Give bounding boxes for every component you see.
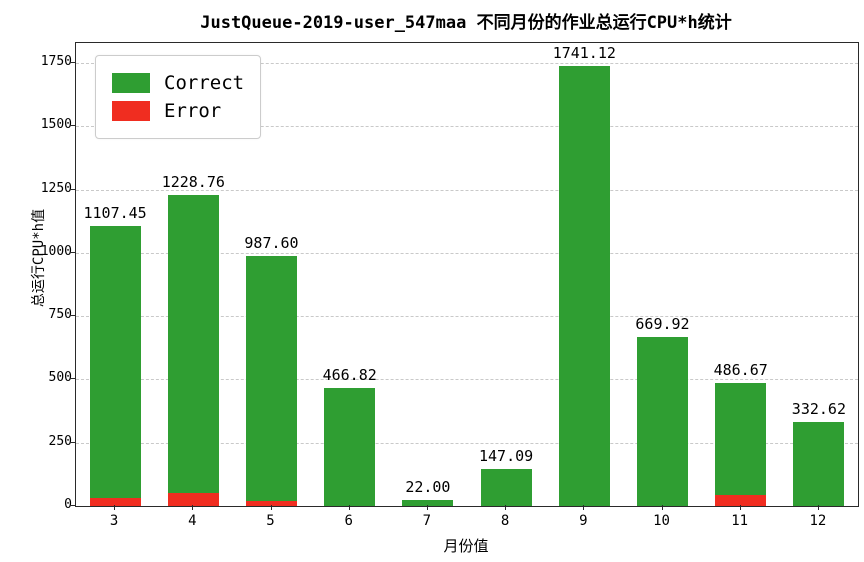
gridline: [76, 379, 858, 381]
error-swatch-icon: [112, 101, 150, 121]
x-tick-label: 7: [422, 513, 432, 529]
x-tick-label: 8: [500, 513, 510, 529]
bar-error-segment: [715, 494, 767, 506]
bar: [558, 65, 610, 506]
x-tick-label: 4: [188, 513, 197, 529]
bar-value-label: 22.00: [405, 478, 451, 497]
plot-area: 1107.45 1228.76 987.60 466.82 22.00 147.09 174…: [75, 42, 859, 507]
x-tick-mark: [348, 505, 350, 510]
x-tick-label: 6: [344, 513, 353, 529]
y-tick-mark: [70, 62, 75, 64]
bar: [324, 387, 376, 506]
bar-value-label: 466.82: [322, 365, 377, 384]
bar-value-label: 1741.12: [552, 43, 616, 62]
x-tick-mark: [192, 505, 194, 510]
bar-value-label: 332.62: [791, 399, 846, 418]
x-tick-label: 12: [809, 513, 827, 529]
bar-error-segment: [89, 498, 141, 506]
x-tick-mark: [661, 505, 663, 510]
bar: [715, 382, 767, 506]
y-tick-mark: [70, 251, 75, 253]
x-tick-mark: [426, 505, 428, 510]
y-tick-label: 500: [48, 370, 72, 386]
bar: [246, 256, 297, 506]
x-tick-mark: [505, 505, 507, 510]
gridline: [76, 126, 858, 128]
legend: Correct Error: [95, 55, 262, 139]
y-tick-mark: [70, 315, 75, 317]
y-tick-mark: [70, 125, 75, 127]
y-tick-mark: [70, 378, 75, 380]
gridline: [76, 252, 858, 254]
x-tick-label: 10: [653, 513, 670, 529]
x-tick-mark: [270, 505, 272, 510]
bar-value-label: 147.09: [479, 446, 534, 465]
legend-label-error: Error: [164, 100, 222, 122]
chart-title: JustQueue-2019-user_547maa 不同月份的作业总运行CPU…: [200, 13, 732, 33]
bar-value-label: 987.60: [244, 234, 299, 253]
y-tick-mark: [70, 505, 75, 506]
y-tick-mark: [70, 188, 75, 190]
legend-label-correct: Correct: [164, 72, 245, 94]
x-tick-label: 5: [266, 513, 275, 529]
y-tick-label: 250: [48, 433, 72, 449]
bar-value-label: 1107.45: [83, 203, 147, 222]
bar: [89, 225, 141, 506]
gridline: [76, 442, 858, 444]
x-tick-mark: [739, 505, 741, 510]
gridline: [76, 189, 858, 191]
x-axis-title: 月份值: [443, 537, 489, 555]
gridline: [76, 63, 858, 65]
legend-entry-error: Error: [112, 100, 244, 122]
bar: [637, 336, 688, 506]
gridline: [76, 316, 858, 318]
bar: [793, 421, 845, 506]
correct-swatch-icon: [112, 73, 150, 93]
x-tick-label: 3: [109, 513, 119, 529]
bar-error-segment: [246, 500, 297, 506]
bar-value-label: 669.92: [635, 314, 690, 333]
x-tick-label: 11: [731, 513, 749, 529]
y-tick-label: 1750: [40, 54, 72, 70]
bar-value-label: 1228.76: [161, 173, 225, 192]
bar: [167, 195, 219, 506]
y-tick-label: 1000: [40, 243, 72, 259]
bar-error-segment: [167, 493, 219, 506]
bar-value-label: 486.67: [713, 360, 768, 379]
x-tick-mark: [817, 505, 819, 510]
legend-entry-correct: Correct: [112, 72, 244, 94]
y-tick-label: 0: [64, 497, 72, 512]
y-tick-label: 1500: [40, 117, 72, 133]
x-tick-mark: [114, 505, 116, 510]
y-tick-label: 1250: [40, 180, 72, 196]
bar: [402, 500, 454, 506]
x-tick-label: 9: [579, 513, 588, 529]
y-tick-mark: [70, 441, 75, 443]
y-tick-label: 750: [48, 307, 72, 323]
x-tick-mark: [583, 505, 585, 510]
bar: [480, 468, 532, 506]
